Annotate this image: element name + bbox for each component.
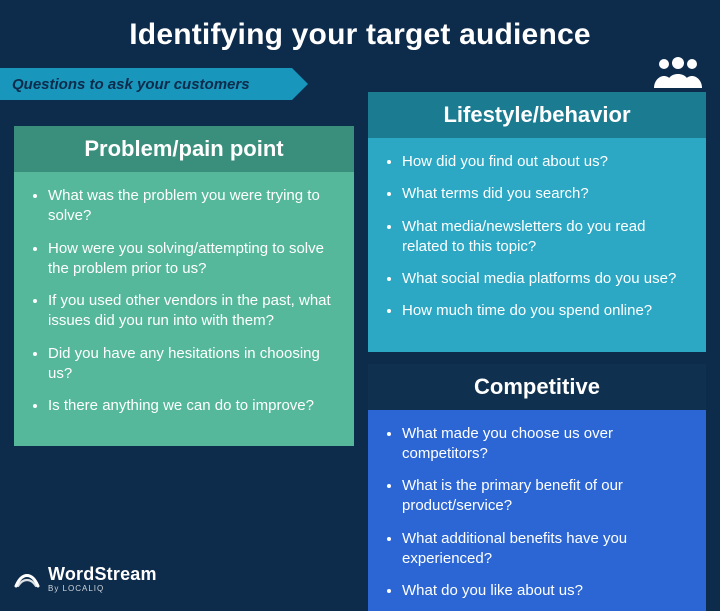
- brand-logo: WordStream By LOCALIQ: [14, 565, 157, 593]
- list-item: How did you find out about us?: [402, 152, 690, 172]
- brand-wordmark: WordStream By LOCALIQ: [48, 565, 157, 593]
- card-competitive: Competitive What made you choose us over…: [368, 364, 706, 611]
- list-item: If you used other vendors in the past, w…: [48, 291, 338, 332]
- swoosh-icon: [14, 566, 40, 592]
- header: Identifying your target audience: [0, 0, 720, 66]
- list-item: Did you have any hesitations in choosing…: [48, 344, 338, 385]
- list-item: Is there anything we can do to improve?: [48, 396, 338, 416]
- card-lifestyle-body: How did you find out about us? What term…: [368, 138, 706, 352]
- card-lifestyle-title: Lifestyle/behavior: [368, 92, 706, 138]
- people-icon: [650, 56, 706, 88]
- brand-byline: By LOCALIQ: [48, 585, 157, 593]
- content-grid: Problem/pain point What was the problem …: [14, 92, 706, 611]
- card-competitive-body: What made you choose us over competitors…: [368, 410, 706, 611]
- card-problem-body: What was the problem you were trying to …: [14, 172, 354, 446]
- brand-name: WordStream: [48, 565, 157, 583]
- list-item: How much time do you spend online?: [402, 301, 690, 321]
- list-item: What is the primary benefit of our produ…: [402, 476, 690, 517]
- card-lifestyle: Lifestyle/behavior How did you find out …: [368, 92, 706, 352]
- list-item: What was the problem you were trying to …: [48, 186, 338, 227]
- list-item: What do you like about us?: [402, 581, 690, 601]
- list-item: What additional benefits have you experi…: [402, 529, 690, 570]
- infographic-frame: Identifying your target audience Questio…: [0, 0, 720, 611]
- list-item: What social media platforms do you use?: [402, 269, 690, 289]
- list-item: What media/newsletters do you read relat…: [402, 217, 690, 258]
- right-column: Lifestyle/behavior How did you find out …: [368, 92, 706, 611]
- card-problem: Problem/pain point What was the problem …: [14, 126, 354, 446]
- list-item: What terms did you search?: [402, 184, 690, 204]
- subtitle-text: Questions to ask your customers: [12, 76, 250, 93]
- left-column: Problem/pain point What was the problem …: [14, 92, 354, 611]
- card-problem-title: Problem/pain point: [14, 126, 354, 172]
- list-item: How were you solving/attempting to solve…: [48, 239, 338, 280]
- card-competitive-title: Competitive: [368, 364, 706, 410]
- list-item: What made you choose us over competitors…: [402, 424, 690, 465]
- page-title: Identifying your target audience: [0, 18, 720, 52]
